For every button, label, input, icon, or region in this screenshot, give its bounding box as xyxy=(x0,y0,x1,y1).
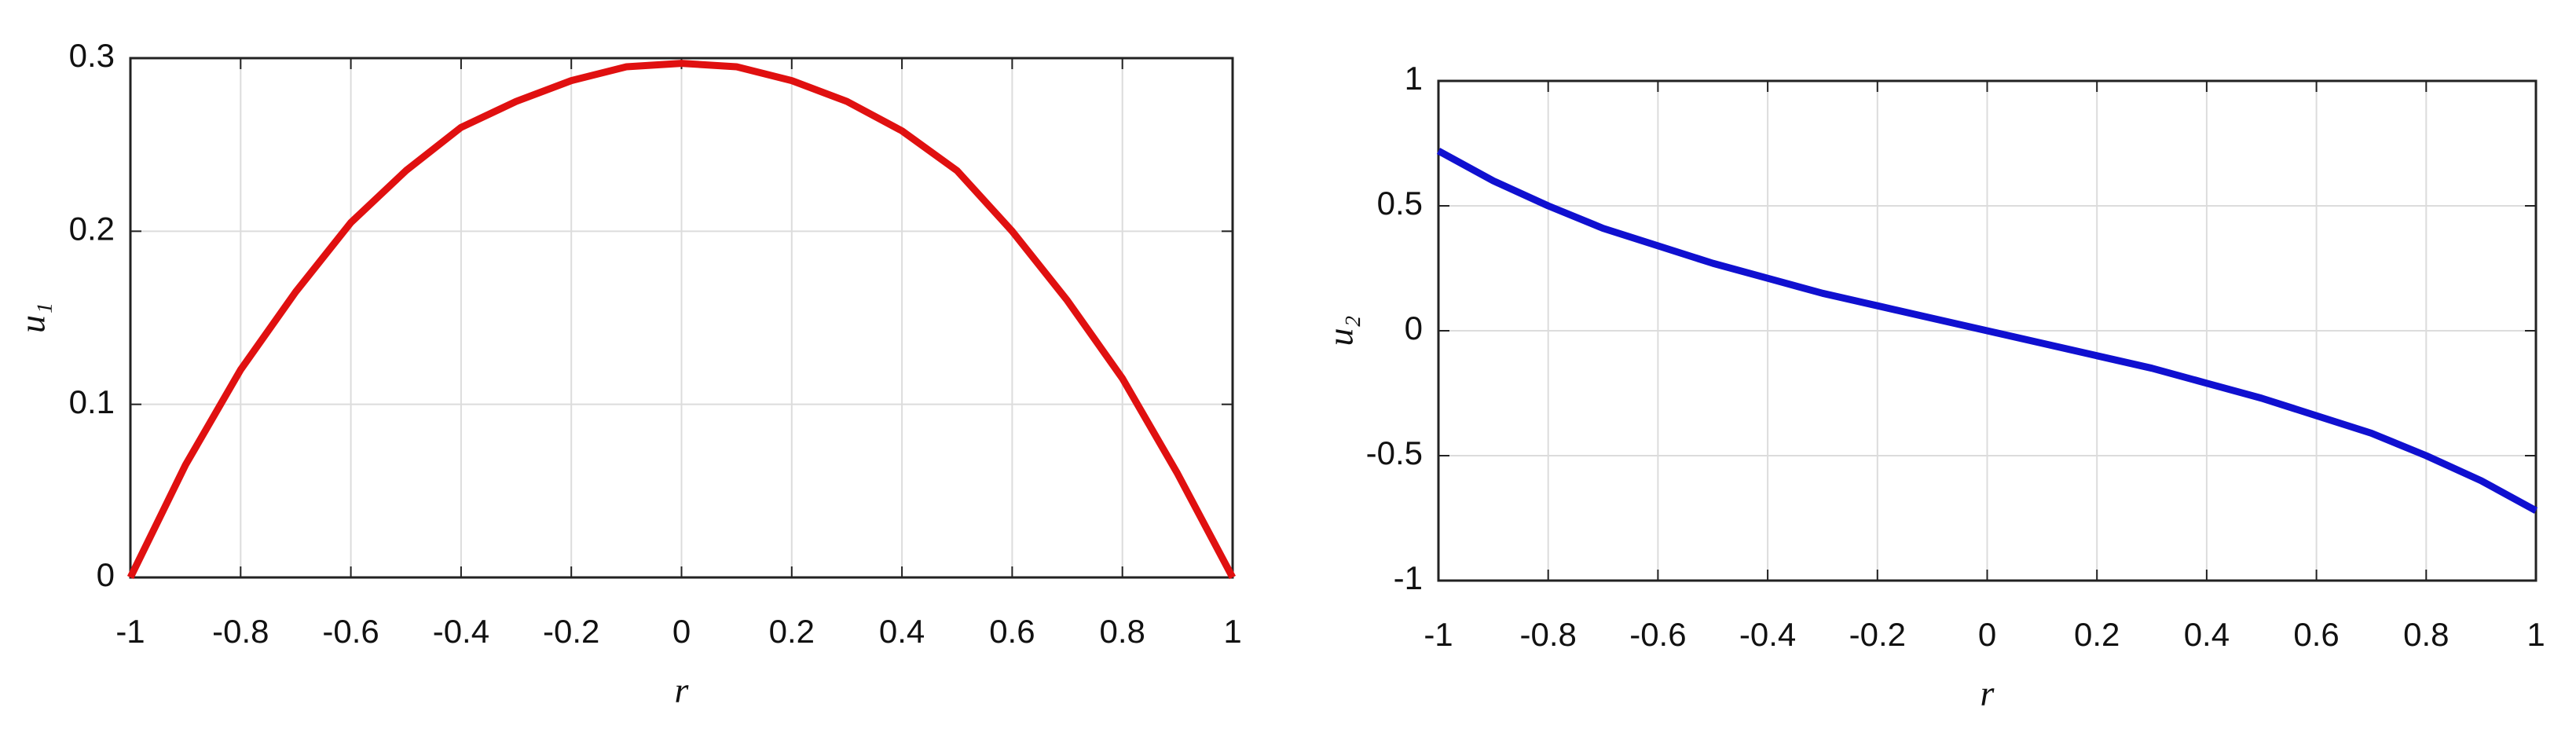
x-tick-label: 0 xyxy=(1978,616,1996,653)
y-tick-label: 0.1 xyxy=(69,383,115,420)
axes-frame xyxy=(1437,79,2538,582)
x-tick-label: 0.6 xyxy=(989,613,1035,650)
x-tick-label: 0.8 xyxy=(2403,616,2449,653)
y-tick-label: 1 xyxy=(1405,60,1423,97)
x-tick-label: -0.8 xyxy=(1520,616,1577,653)
y-axis-label: u₂ xyxy=(1321,316,1361,346)
x-tick-label: 0.2 xyxy=(769,613,815,650)
x-tick-label: -0.6 xyxy=(1629,616,1686,653)
x-tick-label: -0.4 xyxy=(1739,616,1796,653)
axes-frame xyxy=(129,57,1234,579)
x-tick-label: 1 xyxy=(2527,616,2545,653)
x-tick-label: 1 xyxy=(1223,613,1241,650)
x-tick-label: -1 xyxy=(1424,616,1453,653)
y-tick-label: 0.2 xyxy=(69,210,115,247)
y-tick-label: 0 xyxy=(97,556,115,593)
x-tick-label: 0.2 xyxy=(2074,616,2120,653)
x-tick-label: -0.2 xyxy=(1849,616,1906,653)
y-axis-label: u₁ xyxy=(13,302,53,333)
x-tick-label: 0.6 xyxy=(2293,616,2339,653)
x-axis-label: r xyxy=(675,670,690,710)
y-tick-label: -1 xyxy=(1394,559,1423,596)
x-tick-label: -0.8 xyxy=(212,613,269,650)
y-tick-label: 0 xyxy=(1405,310,1423,346)
x-tick-label: 0.4 xyxy=(879,613,925,650)
x-tick-label: -0.6 xyxy=(322,613,379,650)
data-line xyxy=(1436,148,2538,514)
x-tick-label: 0 xyxy=(672,613,691,650)
x-tick-label: -0.4 xyxy=(433,613,489,650)
x-tick-label: -1 xyxy=(115,613,145,650)
y-tick-label: -0.5 xyxy=(1366,434,1423,471)
x-tick-label: 0.8 xyxy=(1100,613,1145,650)
x-axis-label: r xyxy=(1981,673,1995,713)
data-line xyxy=(126,60,1236,580)
x-tick-label: -0.2 xyxy=(543,613,599,650)
x-tick-label: 0.4 xyxy=(2184,616,2230,653)
y-tick-label: 0.5 xyxy=(1377,185,1423,222)
y-tick-label: 0.3 xyxy=(69,37,115,74)
